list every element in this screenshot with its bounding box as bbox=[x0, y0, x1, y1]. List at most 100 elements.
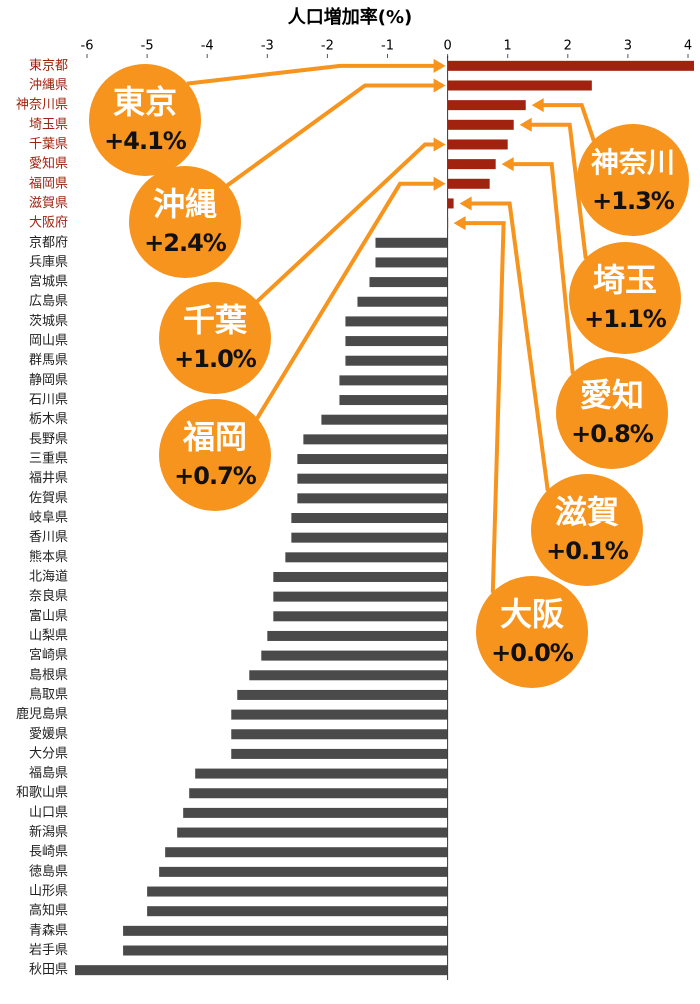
bar bbox=[345, 355, 448, 366]
value-label: +1.1% bbox=[584, 305, 667, 333]
x-tick-label: 3 bbox=[624, 39, 632, 54]
y-tick-label: 群馬県 bbox=[29, 353, 68, 368]
callout-name: 千葉 bbox=[183, 301, 248, 339]
value-label: +1.3% bbox=[592, 187, 675, 215]
y-tick-label: 鹿児島県 bbox=[16, 706, 68, 722]
y-tick-label: 青森県 bbox=[29, 923, 68, 938]
callout-name: 福岡 bbox=[182, 418, 247, 456]
bar bbox=[321, 414, 448, 425]
callout-arrow bbox=[541, 103, 596, 142]
callout-name: 大阪 bbox=[500, 595, 564, 633]
bar bbox=[123, 925, 448, 936]
y-tick-label: 埼玉県 bbox=[29, 117, 68, 132]
arrow-head bbox=[501, 157, 514, 172]
bar bbox=[339, 375, 448, 386]
y-tick-label: 熊本県 bbox=[29, 549, 68, 565]
y-tick-label: 広島県 bbox=[29, 294, 68, 309]
callout: 福岡 +0.7% bbox=[159, 176, 446, 511]
callout-circle bbox=[556, 357, 668, 469]
bar bbox=[147, 886, 448, 897]
value-label: +4.1% bbox=[104, 127, 187, 155]
bar bbox=[267, 630, 448, 641]
arrow-head bbox=[433, 58, 446, 73]
bar bbox=[447, 80, 592, 91]
x-tick-label: -3 bbox=[261, 39, 274, 54]
y-tick-label: 福岡県 bbox=[29, 176, 68, 191]
bar bbox=[237, 689, 448, 700]
bar bbox=[375, 257, 448, 268]
callout-circle bbox=[159, 282, 271, 394]
arrow-head bbox=[453, 216, 466, 231]
bar bbox=[357, 296, 448, 307]
y-tick-label: 富山県 bbox=[29, 608, 68, 624]
x-tick-label: -1 bbox=[381, 39, 394, 54]
bar bbox=[231, 729, 448, 740]
callout-arrow bbox=[469, 201, 550, 492]
bar bbox=[447, 119, 514, 130]
y-tick-label: 静岡県 bbox=[29, 373, 68, 388]
bar bbox=[159, 866, 448, 877]
bar bbox=[249, 670, 448, 681]
y-tick-label: 和歌山県 bbox=[16, 786, 68, 801]
bar bbox=[447, 100, 526, 111]
arrow-head bbox=[519, 117, 532, 132]
y-tick-label: 山形県 bbox=[29, 884, 68, 899]
y-tick-label: 愛知県 bbox=[29, 156, 68, 172]
value-label: +1.0% bbox=[174, 345, 257, 373]
bar bbox=[273, 591, 448, 602]
bar bbox=[339, 395, 448, 406]
callout-name: 沖縄 bbox=[153, 185, 217, 223]
x-tick-label: 2 bbox=[564, 39, 572, 54]
y-tick-label: 山口県 bbox=[29, 805, 68, 820]
bar bbox=[375, 237, 448, 248]
y-tick-label: 岐阜県 bbox=[29, 510, 68, 526]
callout: 愛知 +0.8% bbox=[501, 157, 668, 469]
bar bbox=[285, 552, 448, 563]
callout-arrow bbox=[255, 142, 438, 304]
callout-circle bbox=[531, 474, 643, 586]
arrow-head bbox=[433, 137, 446, 152]
bar bbox=[195, 768, 448, 779]
bar bbox=[147, 906, 448, 917]
y-tick-label: 長崎県 bbox=[29, 845, 68, 860]
callout: 大阪 +0.0% bbox=[453, 216, 588, 688]
y-tick-label: 宮城県 bbox=[29, 274, 68, 290]
x-tick-label: 1 bbox=[504, 39, 512, 54]
value-label: +0.0% bbox=[491, 639, 574, 667]
y-tick-label: 千葉県 bbox=[29, 137, 68, 152]
value-label: +0.8% bbox=[571, 420, 654, 448]
arrow-head bbox=[531, 98, 544, 113]
y-tick-label: 佐賀県 bbox=[29, 491, 68, 506]
callout-name: 神奈川 bbox=[591, 146, 675, 179]
callout-name: 滋賀 bbox=[555, 493, 619, 531]
y-tick-label: 三重県 bbox=[29, 451, 68, 467]
callout-name: 愛知 bbox=[580, 376, 644, 414]
y-tick-label: 香川県 bbox=[29, 530, 68, 545]
y-tick-label: 鳥取県 bbox=[29, 687, 68, 702]
y-tick-label: 宮崎県 bbox=[29, 647, 68, 663]
y-tick-label: 沖縄県 bbox=[29, 78, 68, 93]
callout-circle bbox=[89, 64, 201, 176]
value-label: +0.1% bbox=[546, 537, 629, 565]
bar bbox=[231, 709, 448, 720]
bar bbox=[231, 748, 448, 759]
y-tick-label: 栃木県 bbox=[29, 412, 68, 427]
bar bbox=[291, 532, 448, 543]
bar bbox=[345, 316, 448, 327]
bar bbox=[447, 60, 694, 71]
callout-circle bbox=[577, 124, 689, 236]
y-tick-label: 福島県 bbox=[29, 766, 68, 781]
callout-circle bbox=[159, 399, 271, 511]
bar bbox=[75, 965, 448, 976]
y-tick-label: 大分県 bbox=[29, 746, 68, 761]
y-tick-label: 秋田県 bbox=[29, 963, 68, 978]
callout-name: 東京 bbox=[113, 83, 177, 121]
callout: 滋賀 +0.1% bbox=[459, 196, 643, 586]
arrow-head bbox=[433, 78, 446, 93]
callout-arrow bbox=[463, 221, 506, 593]
y-tick-label: 茨城県 bbox=[29, 314, 68, 329]
x-tick-label: -6 bbox=[81, 39, 94, 54]
callout-circle bbox=[129, 166, 241, 278]
value-label: +0.7% bbox=[174, 462, 257, 490]
x-tick-label: 4 bbox=[684, 39, 692, 54]
